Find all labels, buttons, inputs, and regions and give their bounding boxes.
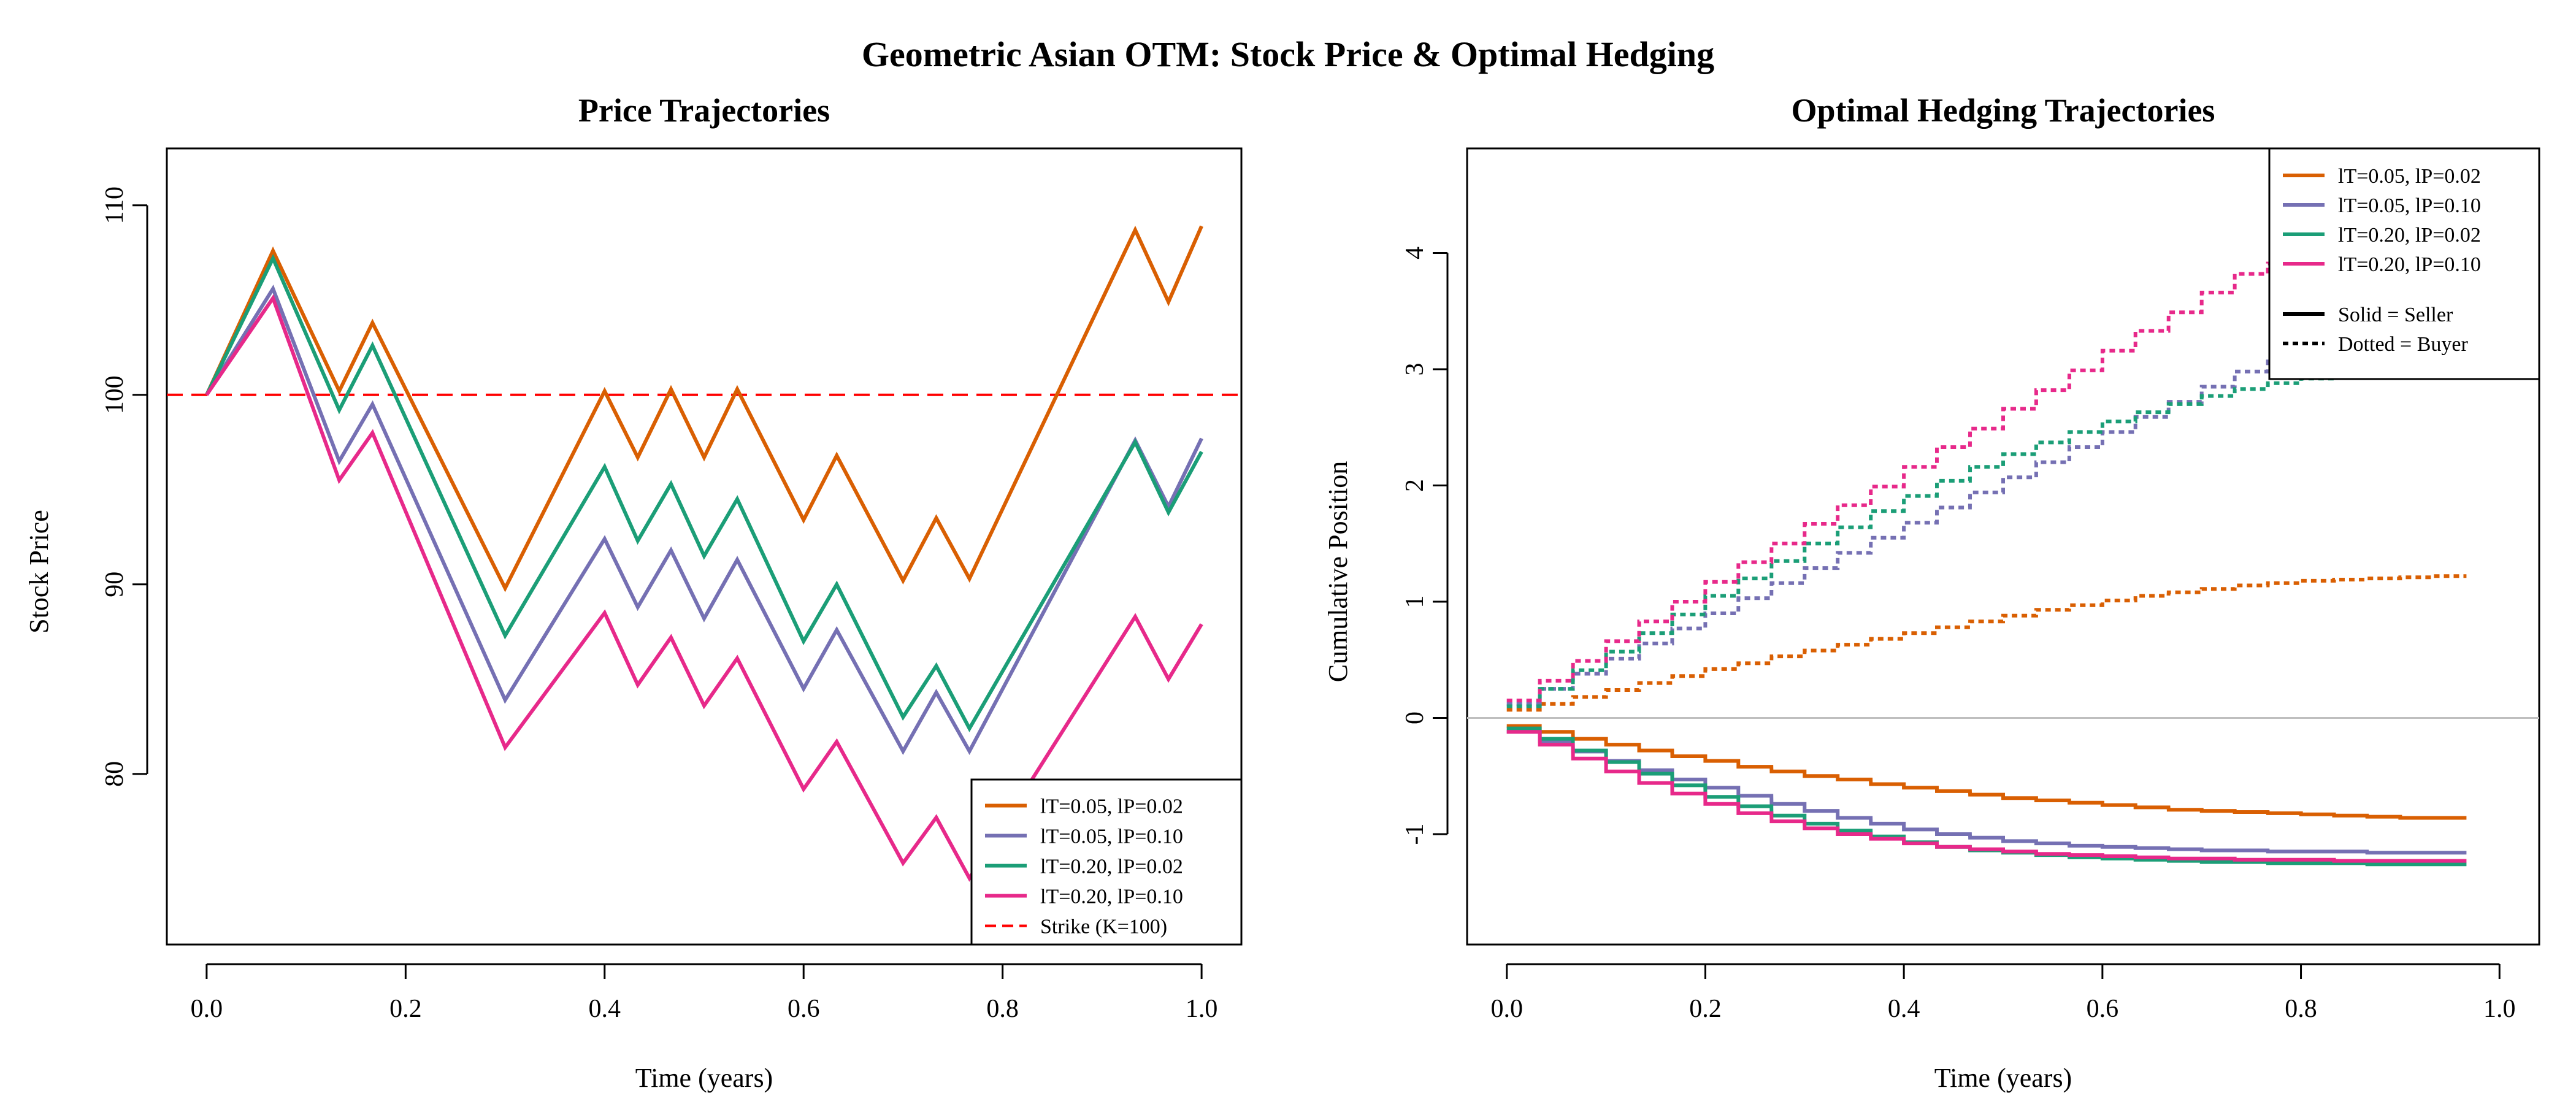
price-series-line bbox=[205, 254, 1203, 732]
figure-title: Geometric Asian OTM: Stock Price & Optim… bbox=[862, 34, 1714, 74]
right-y-tick-label: 1 bbox=[1401, 596, 1429, 608]
right-legend-note: Dotted = Buyer bbox=[2338, 333, 2468, 356]
left-x-axis-label: Time (years) bbox=[635, 1063, 773, 1093]
buyer-hedge-line bbox=[1506, 574, 2467, 712]
right-panel-title: Optimal Hedging Trajectories bbox=[1792, 92, 2215, 129]
seller-hedge-line bbox=[1506, 724, 2467, 820]
price-trajectories-panel: Price Trajectories Time (years) Stock Pr… bbox=[24, 92, 1243, 1093]
seller-hedge-line bbox=[1506, 730, 2467, 855]
left-x-tick-label: 0.4 bbox=[589, 995, 621, 1023]
left-legend-label: Strike (K=100) bbox=[1040, 916, 1167, 938]
right-x-tick-label: 0.4 bbox=[1888, 995, 1920, 1023]
right-x-tick-label: 1.0 bbox=[2483, 995, 2516, 1023]
right-y-tick-label: 3 bbox=[1401, 363, 1429, 376]
left-plot-frame bbox=[166, 147, 1243, 946]
left-x-tick-label: 0.0 bbox=[191, 995, 223, 1023]
right-x-tick-label: 0.0 bbox=[1490, 995, 1523, 1023]
left-y-tick-label: 90 bbox=[101, 572, 129, 597]
right-legend-label: lT=0.05, lP=0.02 bbox=[2338, 165, 2481, 188]
left-x-tick-label: 1.0 bbox=[1186, 995, 1218, 1023]
left-x-tick-label: 0.2 bbox=[389, 995, 422, 1023]
left-y-axis-label: Stock Price bbox=[24, 510, 54, 634]
right-y-axis-label: Cumulative Position bbox=[1323, 461, 1353, 683]
seller-hedge-line bbox=[1506, 730, 2467, 863]
left-y-tick-label: 80 bbox=[101, 761, 129, 787]
right-plot-frame bbox=[1466, 147, 2540, 946]
left-x-tick-label: 0.8 bbox=[986, 995, 1019, 1023]
right-x-tick-label: 0.8 bbox=[2285, 995, 2317, 1023]
price-series-line bbox=[205, 225, 1203, 592]
left-y-tick-label: 110 bbox=[101, 186, 129, 224]
right-x-tick-label: 0.2 bbox=[1689, 995, 1722, 1023]
left-legend-label: lT=0.05, lP=0.10 bbox=[1040, 826, 1183, 848]
left-legend-label: lT=0.05, lP=0.02 bbox=[1040, 795, 1183, 818]
right-legend-label: lT=0.20, lP=0.02 bbox=[2338, 224, 2481, 247]
right-y-tick-label: -1 bbox=[1401, 823, 1429, 845]
price-series-line bbox=[205, 285, 1203, 756]
right-x-tick-label: 0.6 bbox=[2087, 995, 2119, 1023]
right-x-axis-label: Time (years) bbox=[1934, 1063, 2072, 1093]
right-y-tick-label: 0 bbox=[1401, 711, 1429, 724]
right-legend-label: lT=0.05, lP=0.10 bbox=[2338, 194, 2481, 217]
left-y-tick-label: 100 bbox=[101, 375, 129, 414]
left-legend-label: lT=0.20, lP=0.02 bbox=[1040, 856, 1183, 878]
left-legend-label: lT=0.20, lP=0.10 bbox=[1040, 886, 1183, 908]
right-legend-label: lT=0.20, lP=0.10 bbox=[2338, 253, 2481, 276]
right-y-tick-label: 2 bbox=[1401, 479, 1429, 492]
left-panel-title: Price Trajectories bbox=[578, 92, 830, 129]
hedging-trajectories-panel: Optimal Hedging Trajectories Time (years… bbox=[1323, 92, 2540, 1093]
buyer-hedge-line bbox=[1506, 366, 2467, 708]
right-y-tick-label: 4 bbox=[1401, 247, 1429, 259]
right-legend-note: Solid = Seller bbox=[2338, 304, 2453, 326]
left-x-tick-label: 0.6 bbox=[788, 995, 820, 1023]
